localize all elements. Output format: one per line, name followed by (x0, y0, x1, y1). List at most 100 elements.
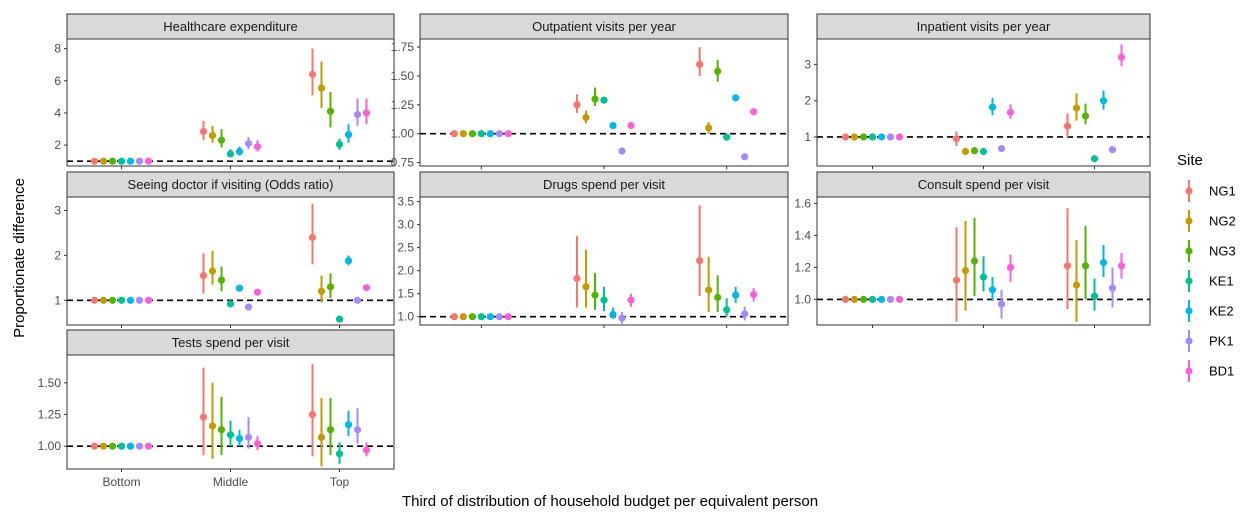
data-point (253, 288, 262, 296)
facet-panel: Tests spend per visit 1.00 1.25 1.50 Bottom M… (38, 329, 395, 489)
data-point (600, 296, 608, 304)
legend-key-point (1185, 187, 1193, 195)
data-point (609, 310, 617, 319)
facet-panel: Consult spend per visit 1.0 1.2 1.4 1.6 (794, 171, 1151, 328)
data-point (353, 296, 362, 304)
data-point (741, 310, 749, 318)
facet-title: Consult spend per visit (918, 177, 1050, 192)
data-point (126, 157, 135, 165)
data-point (591, 95, 599, 103)
y-tick-label: 1 (54, 293, 61, 307)
y-tick-label: 1.5 (397, 287, 414, 301)
chart-panels: Healthcare expenditure 2 4 6 8 Outpatient vis… (38, 13, 1151, 489)
data-point (208, 131, 217, 140)
data-point (988, 103, 997, 111)
data-point (126, 296, 135, 304)
data-point (979, 147, 988, 156)
plot-area (67, 39, 394, 166)
data-point (952, 276, 961, 284)
data-point (504, 313, 512, 321)
y-axis-title: Proportionate difference (11, 178, 28, 338)
y-tick-label: 2 (804, 94, 811, 108)
plot-area (67, 355, 394, 469)
y-tick-label: 1.75 (391, 40, 415, 54)
data-point (859, 295, 868, 303)
data-point (317, 433, 326, 441)
y-tick-label: 1.25 (38, 408, 62, 422)
x-axis-title: Third of distribution of household budge… (402, 493, 818, 510)
data-point (573, 101, 581, 109)
data-point (997, 300, 1006, 308)
facet-panel: Seeing doctor if visiting (Odds ratio) 1 2… (54, 171, 395, 328)
legend-label: KE2 (1209, 304, 1234, 319)
data-point (877, 295, 886, 303)
y-tick-label: 1.4 (794, 228, 811, 242)
data-point (459, 130, 467, 138)
data-point (353, 110, 362, 119)
facet-title: Seeing doctor if visiting (Odds ratio) (128, 177, 334, 192)
data-point (723, 133, 731, 141)
data-point (696, 60, 704, 68)
facet-panel: Healthcare expenditure 2 4 6 8 (54, 13, 395, 169)
data-point (226, 150, 235, 158)
data-point (117, 157, 126, 165)
data-point (244, 303, 253, 311)
data-point (326, 426, 335, 434)
data-point (90, 296, 99, 304)
data-point (362, 446, 371, 454)
data-point (226, 431, 235, 439)
data-point (1063, 122, 1072, 130)
data-point (362, 284, 371, 292)
data-point (495, 130, 503, 138)
data-point (317, 84, 326, 92)
data-point (108, 442, 117, 450)
data-point (1006, 263, 1015, 271)
data-point (600, 96, 608, 104)
legend-key-point (1185, 277, 1193, 285)
data-point (868, 133, 877, 141)
facet-strip (419, 171, 789, 198)
facet-strip (66, 171, 395, 198)
data-point (1081, 262, 1090, 270)
data-point (750, 291, 758, 299)
data-point (850, 133, 859, 141)
data-point (344, 257, 353, 265)
facet-strip (816, 171, 1151, 198)
legend-key-point (1185, 307, 1193, 315)
data-point (308, 70, 317, 78)
data-point (970, 147, 979, 155)
panel-border (66, 354, 395, 470)
data-point (217, 426, 226, 434)
data-point (486, 313, 494, 321)
data-point (108, 157, 117, 165)
data-point (618, 314, 626, 322)
data-point (961, 147, 970, 156)
data-point (1108, 146, 1117, 154)
data-point (1090, 155, 1099, 163)
panel-border (66, 38, 395, 167)
facet-title: Outpatient visits per year (532, 19, 676, 34)
x-tick-label: Middle (213, 475, 249, 489)
data-point (1072, 104, 1081, 112)
data-point (1108, 284, 1117, 292)
data-point (235, 147, 244, 156)
data-point (335, 450, 344, 458)
panel-border (419, 38, 789, 167)
data-point (609, 121, 617, 130)
y-tick-label: 1.50 (391, 69, 415, 83)
legend-label: NG1 (1209, 184, 1236, 199)
data-point (591, 291, 599, 299)
data-point (253, 440, 262, 448)
data-point (705, 286, 713, 294)
legend-label: PK1 (1209, 334, 1234, 349)
data-point (618, 147, 626, 155)
legend-key-point (1185, 247, 1193, 255)
data-point (308, 233, 317, 242)
data-point (859, 133, 868, 141)
y-tick-label: 1.50 (38, 376, 62, 390)
y-tick-label: 2.0 (397, 264, 414, 278)
x-tick-label: Top (330, 475, 350, 489)
data-point (217, 276, 226, 284)
data-point (1117, 262, 1126, 270)
data-point (108, 296, 117, 304)
